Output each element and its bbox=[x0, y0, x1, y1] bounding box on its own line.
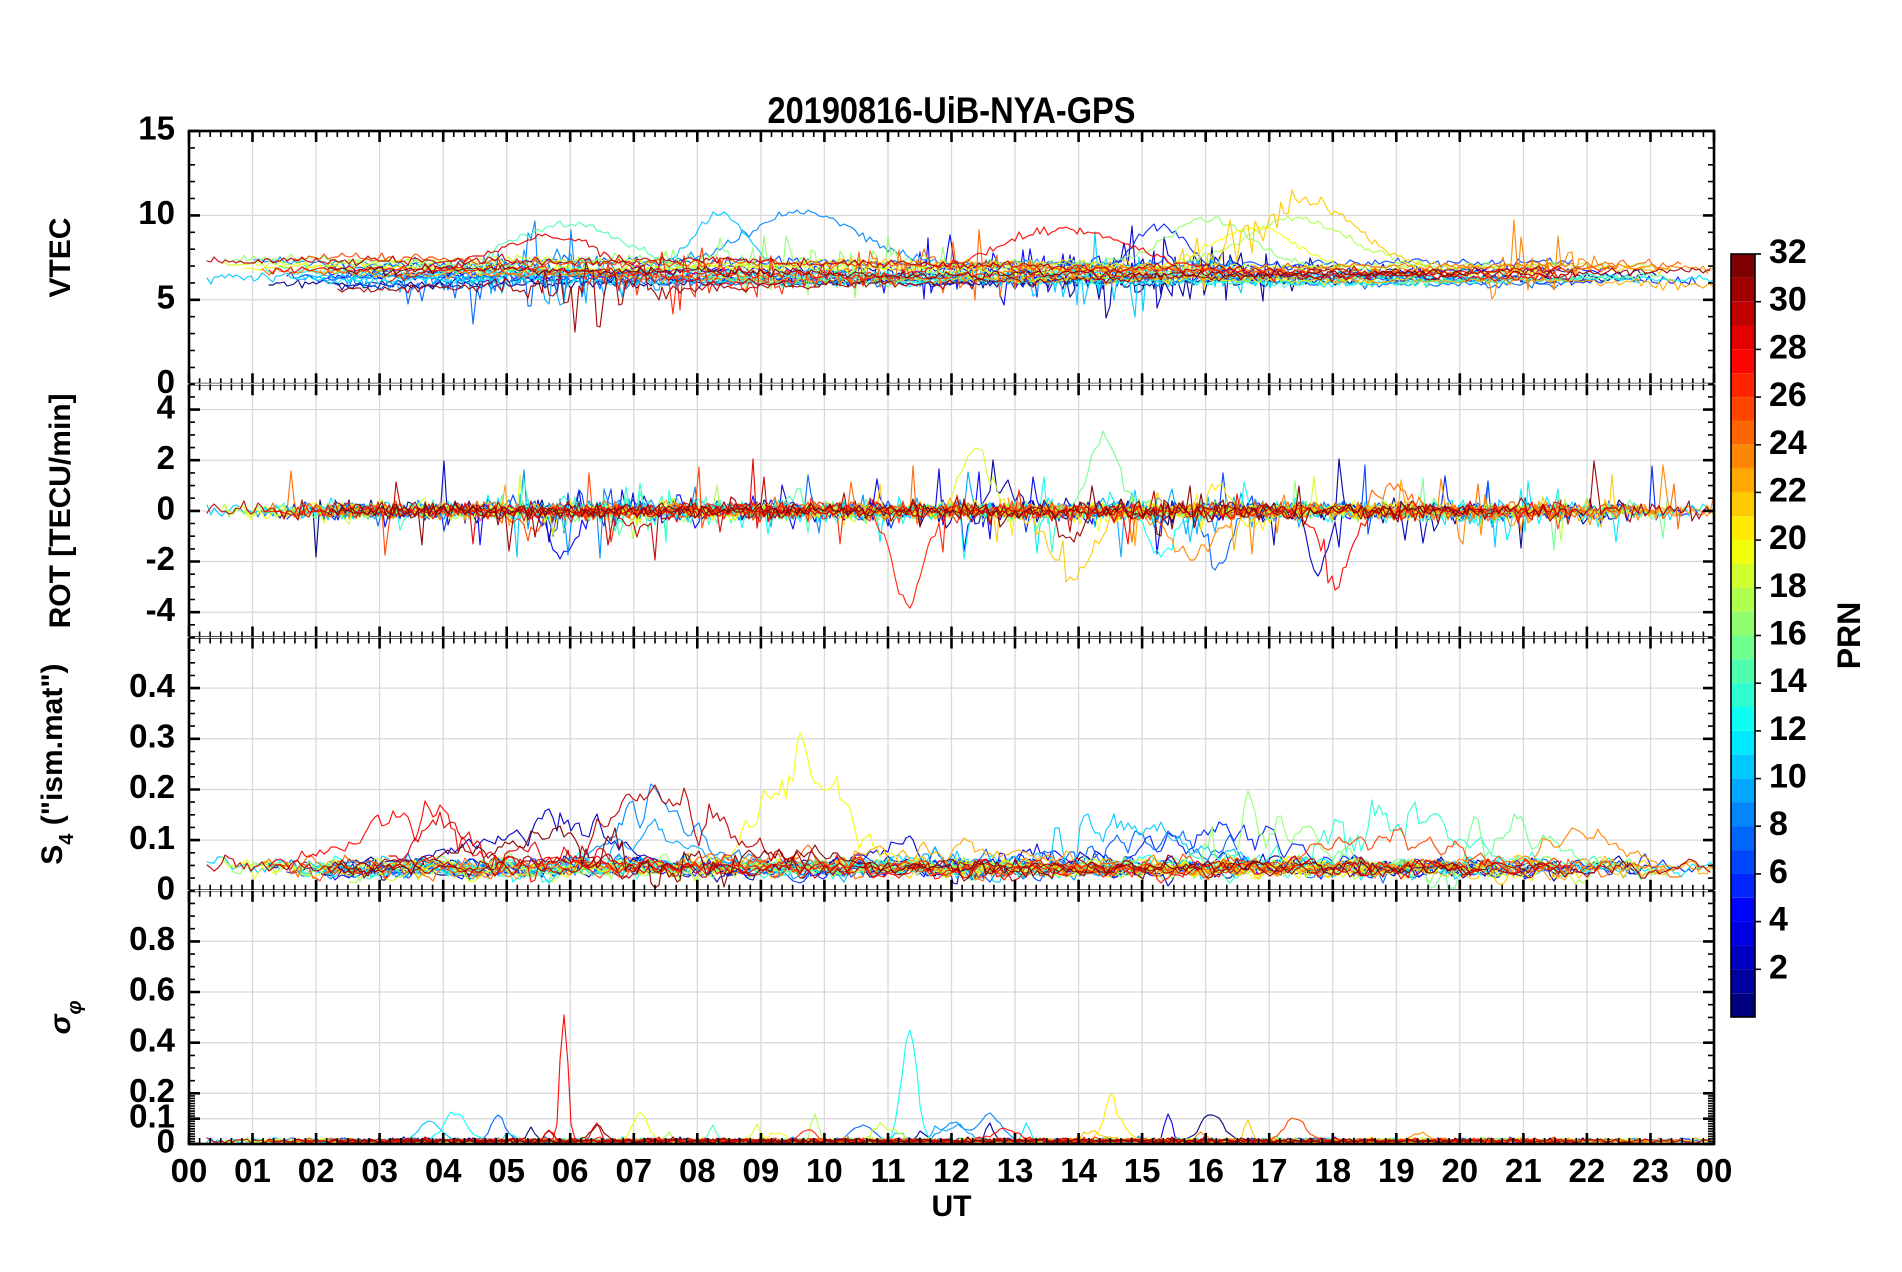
svg-text:13: 13 bbox=[997, 1152, 1034, 1189]
svg-text:14: 14 bbox=[1060, 1152, 1097, 1189]
svg-text:12: 12 bbox=[1769, 710, 1807, 748]
svg-text:01: 01 bbox=[234, 1152, 271, 1189]
svg-text:20: 20 bbox=[1769, 519, 1807, 557]
svg-text:26: 26 bbox=[1769, 376, 1807, 414]
svg-text:0.4: 0.4 bbox=[129, 1021, 176, 1058]
svg-text:4: 4 bbox=[1769, 901, 1788, 939]
svg-text:28: 28 bbox=[1769, 328, 1807, 366]
svg-text:ROT [TECU/min]: ROT [TECU/min] bbox=[44, 393, 77, 628]
svg-text:8: 8 bbox=[1769, 805, 1788, 843]
svg-text:05: 05 bbox=[488, 1152, 525, 1189]
svg-text:VTEC: VTEC bbox=[44, 218, 77, 298]
svg-text:0.2: 0.2 bbox=[129, 768, 175, 805]
svg-text:14: 14 bbox=[1769, 662, 1807, 700]
svg-text:6: 6 bbox=[1769, 853, 1788, 891]
svg-text:2: 2 bbox=[1769, 948, 1788, 986]
svg-text:09: 09 bbox=[743, 1152, 780, 1189]
svg-text:15: 15 bbox=[1124, 1152, 1161, 1189]
svg-text:0: 0 bbox=[157, 870, 175, 907]
svg-text:10: 10 bbox=[138, 194, 175, 231]
svg-text:22: 22 bbox=[1769, 471, 1807, 509]
svg-text:32: 32 bbox=[1769, 233, 1807, 271]
svg-text:08: 08 bbox=[679, 1152, 716, 1189]
svg-text:-4: -4 bbox=[146, 591, 176, 628]
svg-text:07: 07 bbox=[615, 1152, 652, 1189]
svg-text:18: 18 bbox=[1769, 567, 1807, 605]
svg-text:18: 18 bbox=[1314, 1152, 1351, 1189]
svg-text:23: 23 bbox=[1632, 1152, 1669, 1189]
svg-text:06: 06 bbox=[552, 1152, 589, 1189]
svg-text:0.3: 0.3 bbox=[129, 718, 175, 755]
svg-text:10: 10 bbox=[806, 1152, 843, 1189]
svg-text:02: 02 bbox=[298, 1152, 335, 1189]
svg-text:20190816-UiB-NYA-GPS: 20190816-UiB-NYA-GPS bbox=[768, 90, 1136, 131]
svg-text:0.6: 0.6 bbox=[129, 971, 175, 1008]
svg-text:5: 5 bbox=[157, 279, 175, 316]
svg-text:16: 16 bbox=[1769, 614, 1807, 652]
svg-text:00: 00 bbox=[1696, 1152, 1733, 1189]
svg-text:03: 03 bbox=[361, 1152, 398, 1189]
svg-text:04: 04 bbox=[425, 1152, 462, 1189]
svg-text:0: 0 bbox=[157, 490, 175, 527]
svg-text:PRN: PRN bbox=[1831, 602, 1867, 670]
svg-text:30: 30 bbox=[1769, 281, 1807, 319]
svg-text:11: 11 bbox=[871, 1152, 906, 1189]
svg-text:UT: UT bbox=[932, 1190, 972, 1223]
svg-text:19: 19 bbox=[1378, 1152, 1415, 1189]
svg-text:20: 20 bbox=[1441, 1152, 1478, 1189]
svg-text:00: 00 bbox=[171, 1152, 208, 1189]
svg-text:17: 17 bbox=[1251, 1152, 1288, 1189]
svg-text:15: 15 bbox=[138, 110, 175, 147]
svg-text:4: 4 bbox=[157, 388, 176, 425]
svg-text:2: 2 bbox=[157, 439, 175, 476]
svg-text:0.8: 0.8 bbox=[129, 920, 175, 957]
svg-text:21: 21 bbox=[1505, 1152, 1542, 1189]
svg-text:0.1: 0.1 bbox=[129, 819, 175, 856]
svg-text:-2: -2 bbox=[146, 540, 175, 577]
svg-text:16: 16 bbox=[1187, 1152, 1224, 1189]
svg-text:10: 10 bbox=[1769, 758, 1807, 796]
svg-text:0.2: 0.2 bbox=[129, 1072, 175, 1109]
svg-text:0.4: 0.4 bbox=[129, 667, 176, 704]
svg-text:12: 12 bbox=[933, 1152, 970, 1189]
svg-text:24: 24 bbox=[1769, 424, 1807, 462]
svg-text:22: 22 bbox=[1569, 1152, 1606, 1189]
